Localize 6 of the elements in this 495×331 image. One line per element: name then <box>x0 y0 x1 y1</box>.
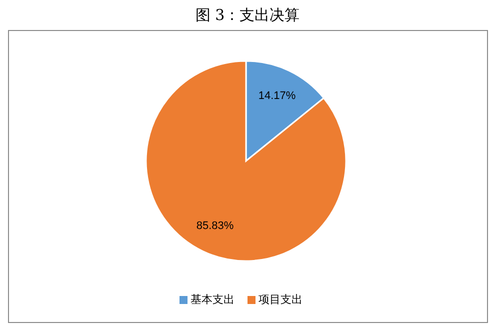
legend-label: 项目支出 <box>258 293 302 306</box>
pie-slice <box>145 60 347 262</box>
chart-title: 图 3：支出决算 <box>195 6 300 24</box>
legend-label: 基本支出 <box>190 293 234 306</box>
data-label: 85.83% <box>196 220 234 232</box>
data-label: 14.17% <box>258 90 296 102</box>
